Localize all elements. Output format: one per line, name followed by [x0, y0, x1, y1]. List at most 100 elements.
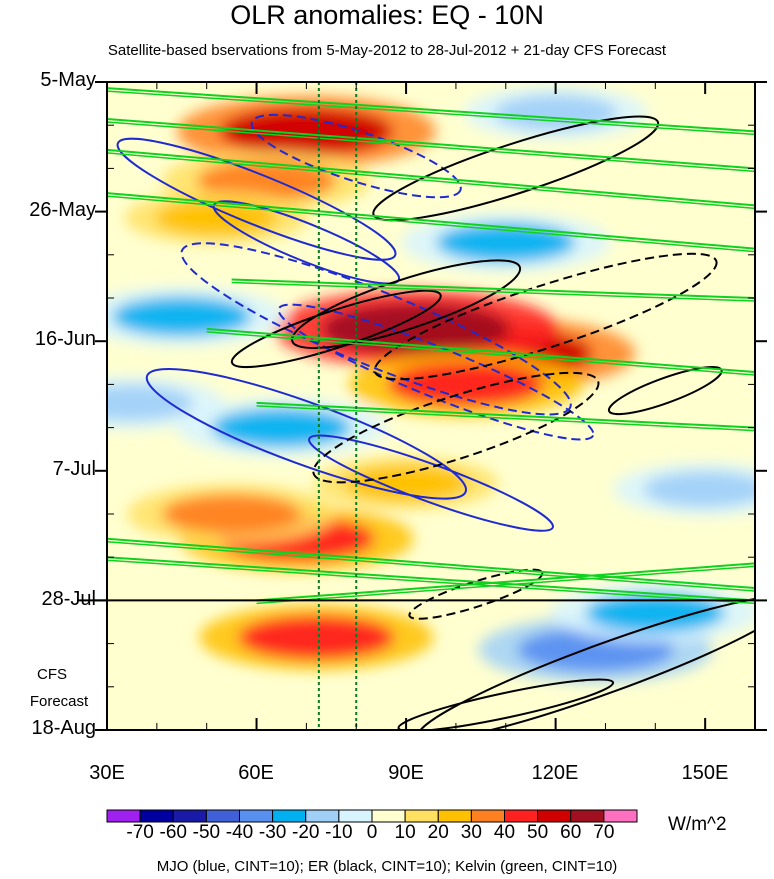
anomaly-blob [321, 302, 511, 355]
kelvin-contour [107, 559, 755, 605]
er-contour [230, 289, 442, 369]
x-tick-label: 30E [89, 762, 125, 784]
mjo-contour [116, 137, 397, 261]
x-tick-label: 120E [531, 762, 579, 784]
forecast-label-line2: Forecast [29, 693, 89, 710]
er-contour-group [397, 678, 615, 730]
kelvin-contour [107, 118, 755, 170]
x-tick-label: 90E [388, 762, 424, 784]
colorbar-tick-label: 50 [527, 822, 549, 843]
plot-frame [106, 81, 756, 731]
kelvin-contour [107, 90, 755, 136]
colorbar-swatch [437, 809, 472, 823]
anomaly-blob [494, 95, 618, 131]
chart-subtitle: Satellite-based bservations from 5-May-2… [107, 42, 667, 59]
kelvin-contour [206, 331, 755, 376]
colorbar-tick-label: 40 [493, 822, 516, 843]
forecast-label-line1: CFS [37, 666, 67, 683]
colorbar-tick-label: -40 [225, 822, 254, 843]
colorbar-tick-label: 20 [427, 822, 449, 843]
colorbar-tick-label: -60 [159, 822, 187, 843]
mjo-contour-group [250, 113, 462, 199]
colorbar-swatch [470, 809, 505, 823]
mjo-contour-group [180, 242, 572, 416]
colorbar-swatch [504, 809, 539, 823]
anomaly-field [107, 82, 755, 730]
er-contour-group [312, 371, 600, 484]
colorbar-tick-label: 60 [560, 822, 582, 843]
mjo-contour-group [116, 137, 397, 261]
kelvin-contour [107, 148, 755, 207]
anomaly-blob [585, 592, 726, 633]
anomaly-blob [344, 465, 468, 501]
colorbar-swatch [371, 809, 406, 823]
er-contour [416, 595, 755, 730]
y-tick-label: 16-Jun [34, 328, 96, 350]
anomaly-blob [161, 494, 302, 534]
y-tick-label: 28-Jul [41, 588, 96, 610]
colorbar-tick-label: 30 [460, 822, 482, 843]
reference-lines [317, 82, 358, 730]
kelvin-contour [107, 195, 755, 253]
colorbar-swatch [106, 809, 141, 823]
colorbar-swatch [603, 809, 638, 823]
kelvin-contour [107, 152, 755, 210]
kelvin-contour [107, 121, 755, 173]
kelvin-contour [256, 562, 755, 602]
kelvin-contour [107, 192, 755, 250]
y-tick-label: 7-Jul [52, 458, 96, 480]
er-contour-group [372, 115, 660, 222]
er-contour [291, 259, 522, 349]
x-tick-label: 150E [681, 762, 729, 784]
colorbar-tick-label: 70 [593, 822, 615, 843]
y-tick-label: 5-May [40, 69, 96, 91]
colorbar-swatch [172, 809, 207, 823]
colorbar-tick-label: -20 [292, 822, 320, 843]
er-contour-group [230, 289, 442, 369]
er-contour [372, 115, 660, 222]
colorbar-swatch [139, 809, 174, 823]
colorbar-tick-label: -10 [325, 822, 353, 843]
mjo-contour [250, 113, 462, 199]
er-contour-group [416, 595, 755, 730]
er-contour-group [373, 252, 718, 381]
anomaly-blob [219, 107, 393, 156]
colorbar-swatch [537, 809, 572, 823]
colorbar-swatch [305, 809, 340, 823]
colorbar-swatch [404, 809, 439, 823]
contour-legend-note: MJO (blue, CINT=10); ER (black, CINT=10)… [156, 858, 618, 875]
anomaly-blob [155, 200, 279, 236]
colorbar-swatch [338, 809, 373, 823]
anomaly-blob [111, 296, 252, 337]
mjo-contour [145, 367, 467, 500]
kelvin-contour [231, 281, 755, 302]
axis-ticks [95, 81, 767, 731]
anomaly-blob [643, 471, 755, 508]
kelvin-contour [256, 405, 755, 432]
colorbar [106, 809, 638, 823]
colorbar-tick-label: 10 [394, 822, 416, 843]
anomaly-blob [387, 362, 544, 407]
er-contour [312, 371, 600, 484]
anomaly-blob [435, 222, 576, 263]
colorbar-tick-label: -50 [192, 822, 221, 843]
anomaly-blob [107, 385, 194, 421]
mjo-contour [180, 242, 572, 416]
kelvin-contour [107, 540, 755, 592]
kelvin-contour [256, 565, 755, 605]
anomaly-blob [238, 615, 395, 660]
er-contour-group [291, 259, 522, 349]
kelvin-contour [256, 401, 755, 429]
anomaly-blob [211, 407, 352, 448]
colorbar-swatch [272, 809, 307, 823]
colorbar-tick-label: -30 [258, 822, 287, 843]
kelvin-contour [107, 537, 755, 590]
colorbar-swatch [205, 809, 240, 823]
colorbar-swatch [239, 809, 274, 823]
kelvin-contour [206, 327, 755, 374]
x-tick-label: 60E [238, 762, 274, 784]
y-tick-label: 26-May [29, 199, 96, 221]
mjo-contour-group [145, 367, 467, 500]
er-contour [397, 678, 615, 730]
kelvin-contour [107, 556, 755, 602]
